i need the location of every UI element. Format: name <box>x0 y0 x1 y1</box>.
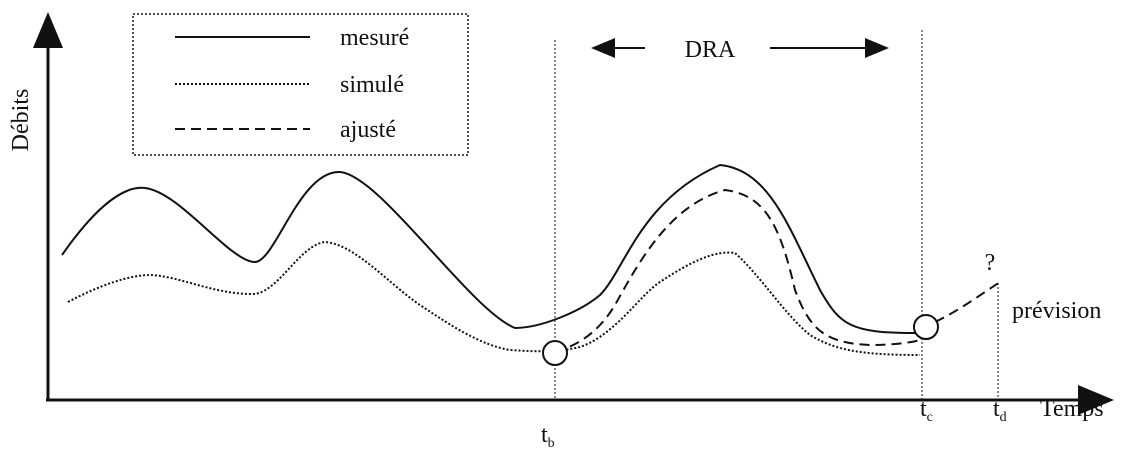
forecast-label: prévision <box>1012 298 1101 324</box>
tc-point <box>913 314 939 340</box>
tb-point <box>542 340 568 366</box>
time-mark: tc <box>920 396 933 425</box>
legend-box <box>132 13 469 156</box>
measured-curve <box>61 163 916 334</box>
legend-entry: ajusté <box>340 117 396 143</box>
simulated-curve <box>67 240 921 356</box>
time-mark: td <box>993 396 1007 425</box>
y-label: Débits <box>8 89 34 152</box>
legend-entry: simulé <box>340 72 404 98</box>
time-mark: tb <box>541 422 555 448</box>
legend-entry: mesuré <box>340 25 409 51</box>
x-label: Temps <box>1040 396 1104 422</box>
question-mark: ? <box>985 250 996 276</box>
adjusted-curve <box>554 188 921 353</box>
dra-label: DRA <box>685 37 736 63</box>
forecast-curve <box>934 281 1001 323</box>
